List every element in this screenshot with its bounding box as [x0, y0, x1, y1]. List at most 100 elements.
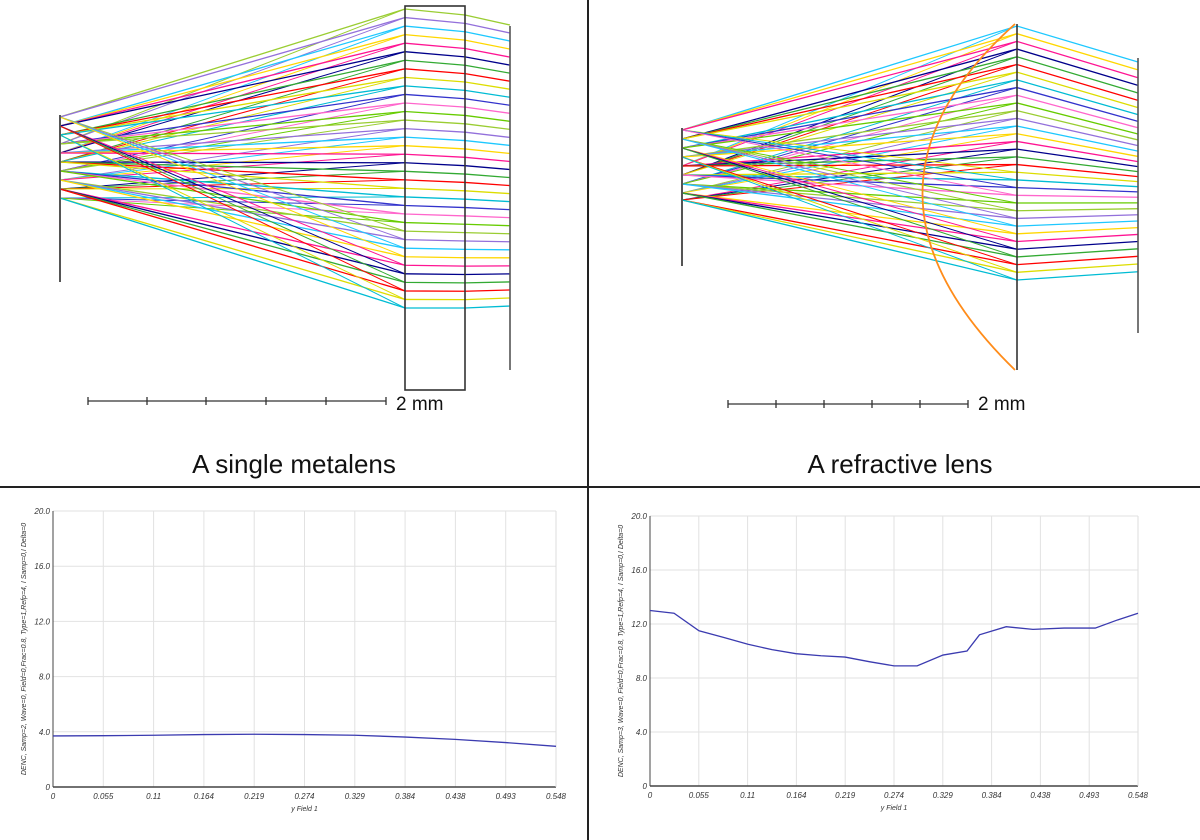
y-axis-label: DENC, Samp=2, Wave=0, Field=0,Frac=0.8, … — [21, 523, 28, 775]
ray-line — [59, 102, 406, 172]
ray-line — [59, 188, 511, 284]
y-tick-label: 20.0 — [630, 512, 647, 521]
x-tick-label: 0.274 — [294, 792, 315, 801]
vertical-divider — [587, 0, 589, 840]
y-tick-label: 4.0 — [636, 728, 648, 737]
y-tick-label: 16.0 — [631, 566, 647, 575]
ray-line — [59, 188, 511, 292]
ray-line — [59, 59, 406, 163]
x-tick-label: 0.219 — [244, 792, 265, 801]
ray-line — [59, 170, 511, 219]
ray-line — [59, 134, 406, 309]
ray-line — [59, 68, 406, 163]
ray-line — [681, 156, 1018, 281]
x-tick-label: 0.438 — [1030, 791, 1051, 800]
metalens-scale-label: 2 mm — [396, 394, 444, 415]
ray-line — [59, 128, 406, 181]
ray-line — [59, 179, 511, 235]
ray-line — [59, 188, 511, 267]
x-tick-label: 0.219 — [835, 791, 856, 800]
ray-line — [59, 59, 511, 136]
ray-line — [681, 33, 1018, 167]
x-tick-label: 0.493 — [1079, 791, 1100, 800]
x-tick-label: 0.164 — [786, 791, 807, 800]
series-line — [649, 609, 1139, 667]
ray-line — [681, 133, 1018, 194]
ray-line — [59, 8, 511, 118]
ray-line — [681, 40, 1018, 167]
refractive-ray-diagram — [681, 23, 1139, 408]
ray-line — [681, 147, 1018, 250]
x-axis-label: y Field 1 — [290, 806, 318, 813]
ray-line — [59, 170, 406, 190]
ray-line — [59, 125, 406, 266]
ray-line — [59, 179, 511, 251]
ray-line — [59, 16, 511, 118]
ray-line — [59, 125, 406, 283]
x-tick-label: 0.11 — [146, 792, 161, 801]
x-tick-label: 0.055 — [93, 792, 114, 801]
x-tick-label: 0.329 — [345, 792, 366, 801]
ray-line — [59, 170, 511, 203]
ray-line — [59, 85, 511, 136]
x-tick-label: 0 — [51, 792, 56, 801]
x-tick-label: 0.548 — [1128, 791, 1149, 800]
ray-line — [681, 138, 1018, 212]
ray-line — [681, 156, 1018, 266]
ray-line — [59, 197, 511, 309]
x-tick-label: 0.274 — [884, 791, 905, 800]
x-tick-label: 0.438 — [445, 792, 466, 801]
ray-line — [59, 125, 406, 292]
x-tick-label: 0.164 — [194, 792, 215, 801]
ray-line — [59, 145, 511, 155]
y-tick-label: 8.0 — [39, 673, 51, 682]
ray-line — [59, 116, 406, 258]
ray-line — [59, 136, 511, 154]
metalens-caption: A single metalens — [192, 449, 396, 479]
ray-line — [59, 127, 511, 154]
ray-line — [59, 93, 511, 145]
refractive-lens-surface — [921, 23, 1016, 371]
ray-line — [681, 138, 1018, 227]
ray-line — [59, 102, 511, 145]
refractive-scale-label: 2 mm — [978, 394, 1026, 415]
ray-line — [59, 161, 511, 195]
refractive-caption: A refractive lens — [807, 449, 993, 479]
ray-line — [681, 138, 1018, 204]
ray-line — [59, 161, 511, 187]
ray-line — [59, 134, 406, 300]
metalens-element — [404, 5, 466, 391]
metalens-denc-chart: 0 0.055 0.11 0.164 0.219 0.274 0.329 0.384 0.438… — [21, 507, 567, 813]
ray-line — [681, 33, 1139, 131]
y-tick-label: 16.0 — [34, 562, 50, 571]
x-tick-label: 0.055 — [689, 791, 710, 800]
ray-line — [59, 170, 511, 227]
ray-line — [59, 196, 406, 199]
ray-line — [59, 170, 511, 211]
ray-line — [681, 102, 1018, 185]
x-tick-label: 0 — [648, 791, 653, 800]
x-tick-label: 0.493 — [496, 792, 517, 801]
ray-line — [59, 179, 511, 259]
ray-line — [59, 116, 406, 232]
ray-line — [681, 129, 1018, 173]
ray-line — [59, 110, 511, 145]
x-tick-label: 0.11 — [740, 791, 755, 800]
ray-line — [59, 76, 511, 136]
ray-line — [681, 129, 1018, 196]
y-tick-label: 12.0 — [34, 617, 50, 626]
x-tick-label: 0.329 — [933, 791, 954, 800]
horizontal-divider — [0, 486, 1200, 488]
x-axis-label: y Field 1 — [880, 805, 908, 812]
ray-line — [59, 125, 406, 275]
ray-line — [59, 42, 511, 127]
y-axis-label: DENC, Samp=3, Wave=0, Field=0,Frac=0.8, … — [618, 525, 625, 777]
y-tick-label: 0 — [46, 783, 51, 792]
ray-line — [59, 197, 406, 206]
series-line — [52, 733, 557, 747]
ray-line — [59, 162, 406, 190]
y-tick-label: 20.0 — [33, 507, 50, 516]
ray-line — [59, 161, 511, 171]
ray-line — [59, 188, 511, 276]
